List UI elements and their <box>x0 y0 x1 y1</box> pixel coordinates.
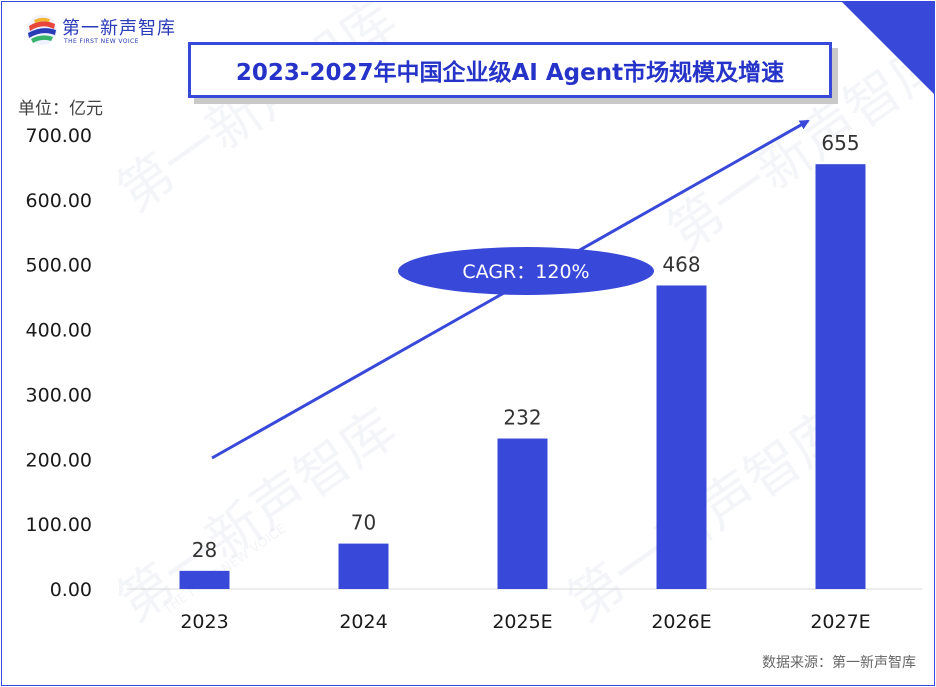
data-label: 468 <box>662 252 700 276</box>
logo-text: 第一新声智库 <box>62 18 176 39</box>
logo-subtitle: THE FIRST NEW VOICE <box>64 38 139 45</box>
y-tick-label: 200.00 <box>26 449 92 471</box>
data-label: 28 <box>192 538 217 562</box>
chart-title: 2023-2027年中国企业级AI Agent市场规模及增速 <box>235 60 785 86</box>
x-axis: 2023 2024 2025E 2026E 2027E <box>180 611 870 633</box>
x-tick-label: 2027E <box>810 611 870 633</box>
y-tick-label: 0.00 <box>50 579 92 601</box>
y-tick-label: 700.00 <box>26 125 92 147</box>
y-axis: 0.00 100.00 200.00 300.00 400.00 500.00 600.00… <box>26 125 92 601</box>
corner-accent <box>842 2 934 94</box>
y-tick-label: 500.00 <box>26 255 92 277</box>
y-tick-label: 400.00 <box>26 320 92 342</box>
y-tick-label: 600.00 <box>26 190 92 212</box>
x-tick-label: 2023 <box>180 611 228 633</box>
source-label: 数据来源：第一新声智库 <box>762 655 916 671</box>
bar-2027e <box>815 164 866 589</box>
bar-2025e <box>497 438 548 589</box>
cagr-label: CAGR：120% <box>462 261 589 283</box>
data-label: 70 <box>351 511 376 535</box>
logo-icon <box>27 15 57 45</box>
y-tick-label: 100.00 <box>26 514 92 536</box>
cagr-badge <box>398 247 654 295</box>
title-box: 2023-2027年中国企业级AI Agent市场规模及增速 <box>188 42 832 98</box>
bar-2026e <box>656 285 707 589</box>
x-tick-label: 2024 <box>339 611 387 633</box>
data-label: 655 <box>821 131 859 155</box>
x-tick-label: 2026E <box>651 611 711 633</box>
data-label: 232 <box>503 406 541 430</box>
bar-2023 <box>179 570 230 589</box>
bar-2024 <box>338 543 389 589</box>
y-tick-label: 300.00 <box>26 384 92 406</box>
logo: 第一新声智库 THE FIRST NEW VOICE <box>24 12 194 54</box>
x-tick-label: 2025E <box>492 611 552 633</box>
unit-label: 单位：亿元 <box>18 99 103 119</box>
bars: 28 70 232 468 655 <box>179 131 866 589</box>
